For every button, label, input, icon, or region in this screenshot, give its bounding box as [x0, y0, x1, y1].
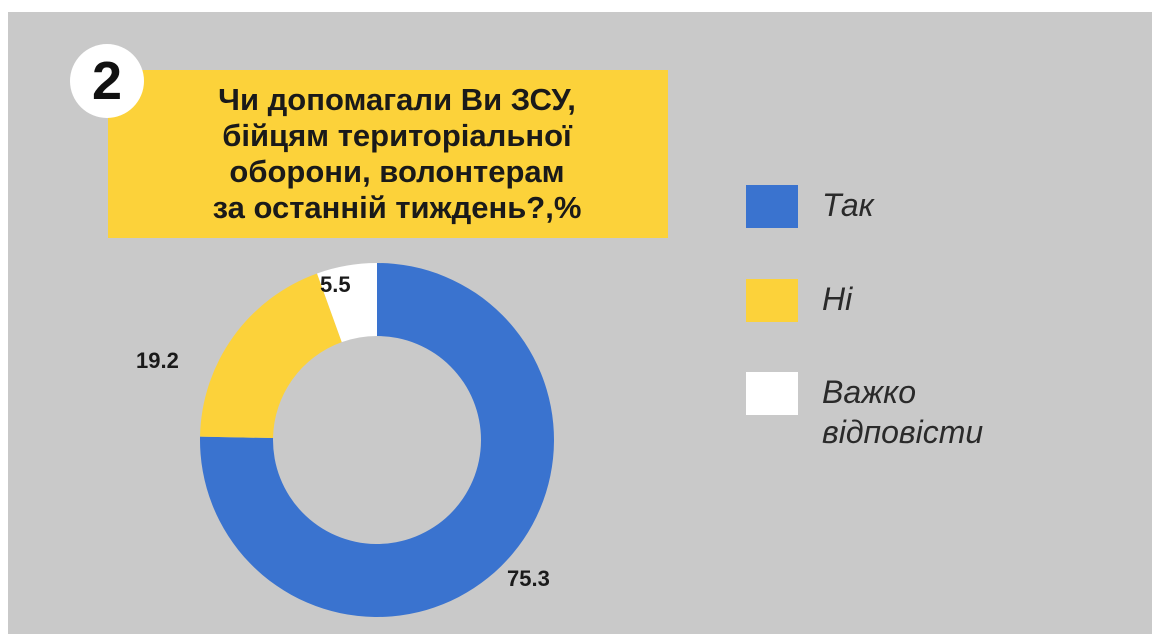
- data-label-no: 19.2: [136, 348, 179, 373]
- legend-label-yes: Так: [822, 187, 874, 223]
- legend-swatch-hard-to-say: [746, 372, 798, 415]
- legend-swatch-yes: [746, 185, 798, 228]
- title-line: бійцям територіальної: [222, 118, 572, 153]
- legend-label-no: Ні: [822, 281, 853, 317]
- donut-slice-yes: [199, 263, 554, 617]
- donut-slice-hard-to-say: [317, 263, 377, 343]
- donut-slice-no: [200, 273, 342, 439]
- data-label-hard-to-say: 5.5: [320, 272, 351, 297]
- question-title-box: Чи допомагали Ви ЗСУ, бійцям територіаль…: [108, 70, 668, 238]
- title-line: Чи допомагали Ви ЗСУ,: [218, 82, 576, 117]
- question-number-badge: 2: [70, 44, 144, 118]
- legend-item-no: Ні: [746, 279, 1062, 322]
- data-label-yes: 75.3: [507, 566, 550, 591]
- title-line: за останній тиждень?,%: [212, 190, 582, 225]
- legend-label-hard-to-say: Важко відповісти: [822, 374, 984, 450]
- legend-item-hard-to-say: Важко відповісти: [746, 372, 1062, 452]
- legend-swatch-no: [746, 279, 798, 322]
- legend-item-yes: Так: [746, 185, 1062, 228]
- title-line: оборони, волонтерам: [229, 154, 565, 189]
